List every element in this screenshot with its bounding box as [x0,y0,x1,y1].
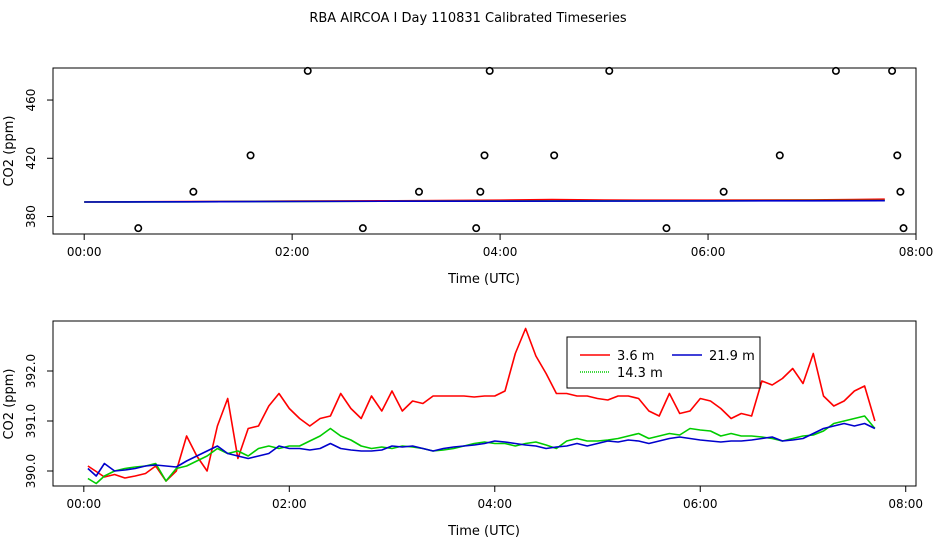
x-tick-label: 06:00 [691,245,726,259]
legend-box [566,336,761,389]
x-tick-label: 08:00 [899,245,934,259]
plot-frame [52,320,917,487]
x-axis-label: Time (UTC) [447,272,520,287]
plot-frame [52,67,917,235]
timeseries-plot: 00:00 02:00 04:00 06:00 08:00 390.0 391.0 392.… [2,320,923,539]
series-lines [84,198,885,203]
calibration-point [414,187,423,196]
y-tick-label: 390.0 [24,454,38,488]
calibration-plot: 00:00 02:00 04:00 06:00 08:00 380 420 460 Time… [2,66,933,287]
calibration-point [831,66,840,75]
x-tick-label: 06:00 [683,497,718,511]
calibration-point [719,187,728,196]
x-tick-label: 00:00 [67,245,102,259]
calibration-point [893,151,902,160]
series-line [87,422,876,477]
y-axis-label: CO2 (ppm) [2,115,17,186]
calibration-points [134,66,908,233]
y-axis-label: CO2 (ppm) [2,368,17,439]
series-lines [87,327,876,485]
calibration-point [605,66,614,75]
calibration-point [303,66,312,75]
series-line [87,415,876,485]
y-tick-label: 392.0 [24,354,38,388]
y-tick-label: 380 [24,205,38,228]
x-tick-label: 04:00 [477,497,512,511]
x-tick-label: 00:00 [67,497,102,511]
legend-label-14-3m: 14.3 m [617,366,663,381]
calibration-point [896,187,905,196]
legend: 3.6 m 21.9 m 14.3 m [566,336,761,389]
series-line [84,199,885,203]
x-tick-label: 08:00 [888,497,923,511]
legend-label-21-9m: 21.9 m [709,349,755,364]
calibration-point [485,66,494,75]
calibration-point [480,151,489,160]
chart-title: RBA AIRCOA I Day 110831 Calibrated Times… [309,11,627,26]
x-tick-label: 02:00 [275,245,310,259]
y-tick-label: 420 [24,147,38,170]
calibration-point [888,66,897,75]
x-tick-label: 04:00 [483,245,518,259]
series-line [87,327,876,482]
x-tick-label: 02:00 [272,497,307,511]
y-tick-label: 391.0 [24,404,38,438]
calibration-point [134,224,143,233]
calibration-point [246,151,255,160]
x-axis-label: Time (UTC) [447,524,520,539]
calibration-point [662,224,671,233]
y-tick-label: 460 [24,89,38,112]
calibration-point [472,224,481,233]
y-axis: 390.0 391.0 392.0 [24,354,53,488]
calibration-point [358,224,367,233]
calibration-point [550,151,559,160]
legend-label-3-6m: 3.6 m [617,349,654,364]
calibration-point [476,187,485,196]
x-axis: 00:00 02:00 04:00 06:00 08:00 [67,234,933,259]
y-axis: 380 420 460 [24,89,53,228]
calibration-point [899,224,908,233]
x-axis: 00:00 02:00 04:00 06:00 08:00 [67,486,923,511]
calibration-point [189,187,198,196]
calibration-point [775,151,784,160]
